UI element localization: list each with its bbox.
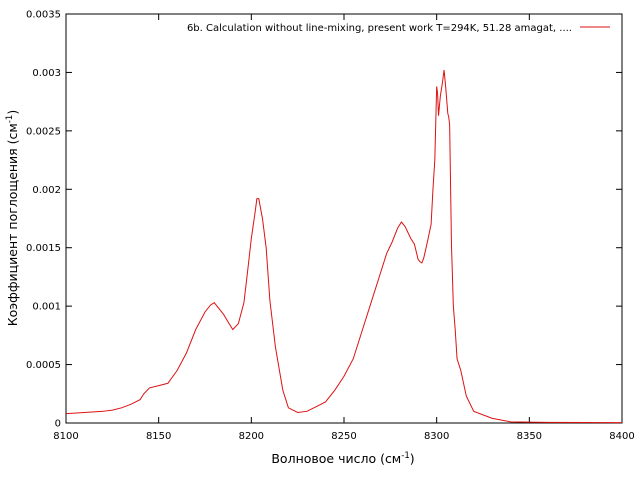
x-tick-label: 8200 [239, 431, 264, 442]
x-tick-label: 8350 [517, 431, 542, 442]
y-tick-label: 0.002 [32, 185, 61, 196]
axis-ticks [65, 13, 623, 424]
x-tick-label: 8150 [146, 431, 171, 442]
series-line [65, 70, 623, 424]
y-tick-label: 0.003 [32, 68, 61, 79]
x-tick-label: 8100 [53, 431, 78, 442]
y-tick-label: 0.001 [32, 302, 61, 313]
y-tick-label: 0.0015 [26, 243, 61, 254]
y-axis-label: Коэффициент поглощения (см-1) [5, 110, 20, 326]
y-tick-label: 0.0025 [26, 126, 61, 137]
y-tick-label: 0 [55, 419, 61, 430]
x-tick-label: 8400 [609, 431, 634, 442]
plot-frame [65, 13, 623, 424]
axis-tick-labels: 8100 8150 8200 8250 8300 8350 8400 0 0.0005 0.001… [26, 10, 635, 443]
y-tick-label: 0.0035 [26, 10, 61, 21]
x-tick-label: 8250 [331, 431, 356, 442]
y-tick-label: 0.0005 [26, 360, 61, 371]
x-axis-label: Волновое число (см-1) [271, 451, 414, 466]
legend: 6b. Calculation without line-mixing, pre… [187, 23, 610, 34]
legend-label: 6b. Calculation without line-mixing, pre… [187, 23, 572, 34]
x-tick-label: 8300 [424, 431, 449, 442]
